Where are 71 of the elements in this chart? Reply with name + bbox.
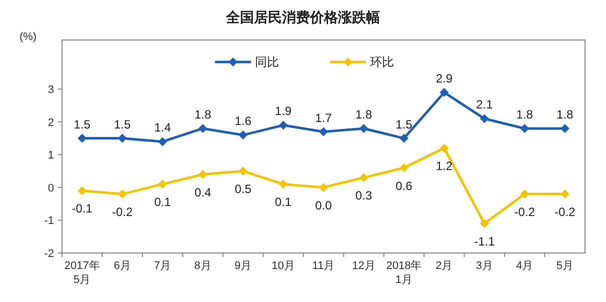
x-tick-label: 8月 [194, 260, 212, 272]
point [198, 124, 208, 133]
point [238, 166, 248, 176]
data-label: 2.9 [436, 71, 453, 86]
x-tick-label: 2017年 5月 [64, 260, 100, 286]
point [359, 124, 368, 133]
data-label: 1.5 [74, 117, 91, 132]
data-label: 1.5 [114, 117, 132, 132]
data-label: 1.2 [436, 159, 453, 174]
point [319, 127, 328, 136]
y-tick-label: 1 [48, 150, 54, 162]
x-tick-label: 7月 [154, 260, 172, 272]
x-tick-label: 5月 [556, 260, 574, 272]
x-tick-label: 10月 [272, 260, 295, 272]
legend-label: 环比 [370, 55, 394, 69]
y-tick-label: 3 [48, 84, 54, 96]
y-tick-label: -1 [44, 215, 54, 228]
point [399, 134, 408, 143]
data-label: 1.7 [315, 110, 332, 125]
data-label: 1.8 [556, 107, 574, 122]
data-label: 0.3 [355, 188, 372, 203]
x-tick-label: 3月 [476, 260, 493, 272]
x-tick-label: 2018年 1月 [386, 260, 422, 286]
data-label: 1.5 [396, 117, 413, 132]
point [480, 114, 489, 124]
data-label: 0.0 [315, 198, 332, 212]
data-label: 0.6 [396, 178, 413, 193]
point [78, 186, 87, 196]
y-axis-title: (%) [19, 31, 37, 43]
point [520, 190, 530, 199]
data-label: 0.4 [194, 185, 212, 200]
data-label: 1.9 [274, 104, 292, 118]
y-tick-label: 0 [48, 182, 54, 194]
data-label: 1.8 [516, 107, 534, 122]
point [278, 180, 288, 189]
point [520, 124, 530, 133]
y-tick-label: 2 [48, 116, 54, 129]
data-label: 1.8 [355, 107, 372, 122]
point [399, 163, 408, 172]
data-label: 1.4 [154, 120, 172, 135]
legend-label: 同比 [255, 55, 279, 69]
x-tick-label: 11月 [312, 260, 335, 272]
data-label: 0.1 [154, 195, 172, 210]
chart-title: 全国居民消费价格涨跌幅 [225, 9, 380, 25]
data-label: -0.1 [72, 202, 93, 216]
x-tick-label: 2月 [436, 260, 453, 272]
point [198, 170, 208, 179]
data-label: 2.1 [476, 98, 494, 112]
x-tick-label: 6月 [114, 260, 131, 272]
point [359, 173, 368, 182]
point [480, 219, 489, 228]
point [118, 190, 127, 199]
point [440, 144, 449, 153]
data-label: 0.1 [274, 195, 292, 210]
x-tick-label: 9月 [234, 260, 252, 272]
y-tick-label: -2 [44, 248, 54, 260]
data-label: -0.2 [554, 205, 576, 220]
data-label: -1.1 [474, 234, 496, 249]
point [238, 130, 248, 140]
point [158, 180, 168, 189]
data-label: 0.5 [234, 182, 252, 196]
point [278, 120, 288, 130]
data-label: -0.2 [112, 205, 134, 220]
x-tick-label: 4月 [516, 260, 534, 272]
point [158, 137, 168, 146]
point [440, 88, 449, 97]
data-label: -0.2 [514, 205, 536, 220]
data-label: 1.6 [234, 114, 252, 128]
data-label: 1.8 [194, 107, 212, 122]
point [319, 182, 328, 192]
x-tick-label: 12月 [352, 260, 376, 272]
